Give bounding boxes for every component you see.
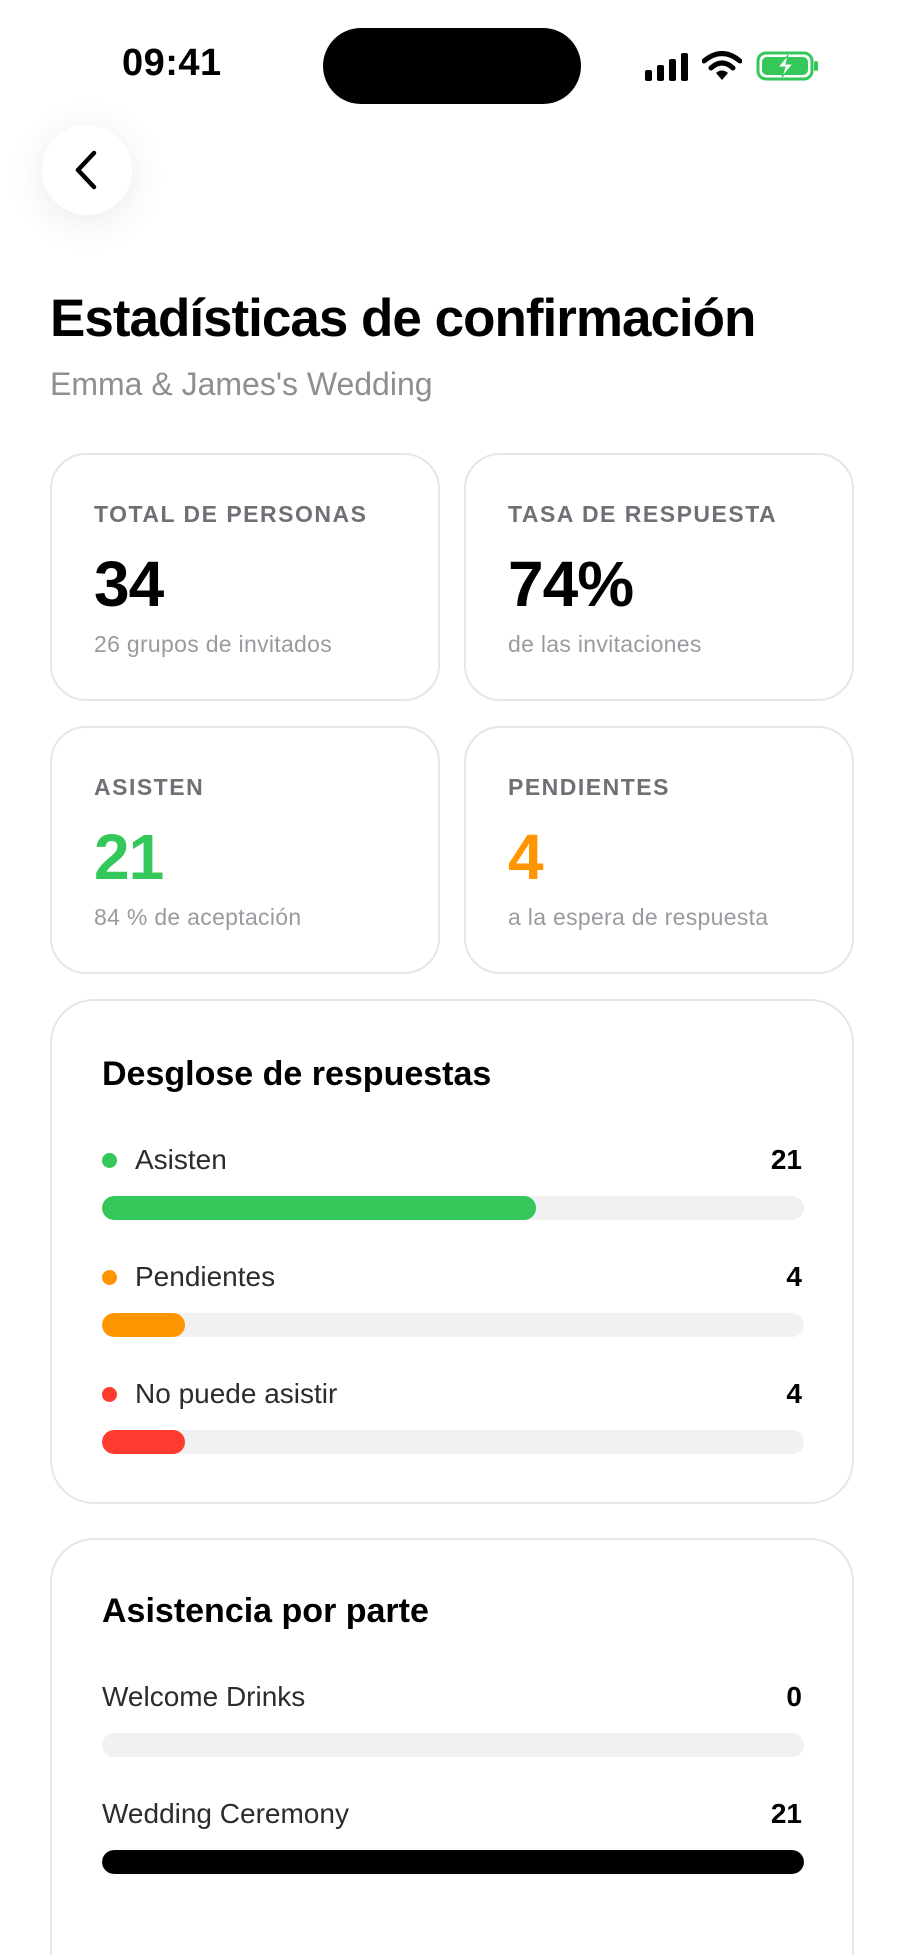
stat-value: 74% bbox=[508, 548, 634, 620]
stat-caption: de las invitaciones bbox=[508, 631, 702, 657]
attendance-row-count: 21 bbox=[770, 1798, 802, 1829]
battery-charging-icon bbox=[756, 51, 818, 81]
event-name: Emma & James's Wedding bbox=[50, 366, 433, 402]
row-label-text: Pendientes bbox=[135, 1261, 276, 1292]
stat-label: PENDIENTES bbox=[508, 774, 670, 800]
chevron-left-icon bbox=[75, 150, 97, 190]
cellular-signal-icon bbox=[645, 51, 688, 81]
status-dot bbox=[102, 1269, 117, 1285]
progress-bar-track bbox=[102, 1196, 804, 1220]
status-dot bbox=[102, 1386, 117, 1402]
section-title: Asistencia por parte bbox=[102, 1592, 429, 1630]
stat-value: 21 bbox=[94, 821, 164, 893]
stat-caption: a la espera de respuesta bbox=[508, 904, 769, 930]
breakdown-row-label: Asisten bbox=[102, 1144, 227, 1176]
dynamic-island bbox=[323, 28, 581, 104]
row-label-text: No puede asistir bbox=[135, 1378, 338, 1409]
attendance-by-part-card: Asistencia por parte Welcome Drinks 0 We… bbox=[50, 1538, 854, 1955]
status-time: 09:41 bbox=[122, 42, 222, 84]
breakdown-row-label: Pendientes bbox=[102, 1261, 275, 1293]
stat-card-response-rate: TASA DE RESPUESTA 74% de las invitacione… bbox=[464, 453, 854, 701]
attendance-row-label: Wedding Ceremony bbox=[102, 1798, 349, 1829]
breakdown-row-label: No puede asistir bbox=[102, 1378, 337, 1410]
status-bar: 09:41 bbox=[0, 0, 900, 130]
stat-value: 34 bbox=[94, 548, 164, 620]
page-title: Estadísticas de confirmación bbox=[50, 289, 756, 348]
status-icons bbox=[645, 46, 820, 86]
stat-caption: 84 % de aceptación bbox=[94, 904, 302, 930]
row-label-text: Asisten bbox=[135, 1144, 227, 1175]
progress-bar-fill bbox=[102, 1196, 536, 1220]
progress-bar-track bbox=[102, 1430, 804, 1454]
stat-card-attending: ASISTEN 21 84 % de aceptación bbox=[50, 726, 440, 974]
attendance-row-label: Welcome Drinks bbox=[102, 1681, 306, 1712]
breakdown-row-count: 4 bbox=[786, 1378, 802, 1409]
back-button[interactable] bbox=[42, 125, 132, 215]
progress-bar-track bbox=[102, 1733, 804, 1757]
progress-bar-fill bbox=[102, 1313, 185, 1337]
breakdown-row-count: 4 bbox=[786, 1261, 802, 1292]
stat-caption: 26 grupos de invitados bbox=[94, 631, 333, 657]
progress-bar-fill bbox=[102, 1850, 804, 1874]
wifi-icon bbox=[702, 51, 742, 80]
stat-value: 4 bbox=[508, 821, 544, 893]
stat-card-total: TOTAL DE PERSONAS 34 26 grupos de invita… bbox=[50, 453, 440, 701]
stat-label: ASISTEN bbox=[94, 774, 205, 800]
progress-bar-track bbox=[102, 1850, 804, 1874]
response-breakdown-card: Desglose de respuestas Asisten 21 Pendie… bbox=[50, 999, 854, 1504]
attendance-row-count: 0 bbox=[786, 1681, 802, 1712]
stat-card-pending: PENDIENTES 4 a la espera de respuesta bbox=[464, 726, 854, 974]
status-dot bbox=[102, 1152, 117, 1168]
stat-label: TASA DE RESPUESTA bbox=[508, 501, 778, 527]
breakdown-row-count: 21 bbox=[770, 1144, 802, 1175]
stat-label: TOTAL DE PERSONAS bbox=[94, 501, 368, 527]
progress-bar-fill bbox=[102, 1430, 185, 1454]
progress-bar-track bbox=[102, 1313, 804, 1337]
section-title: Desglose de respuestas bbox=[102, 1055, 492, 1093]
